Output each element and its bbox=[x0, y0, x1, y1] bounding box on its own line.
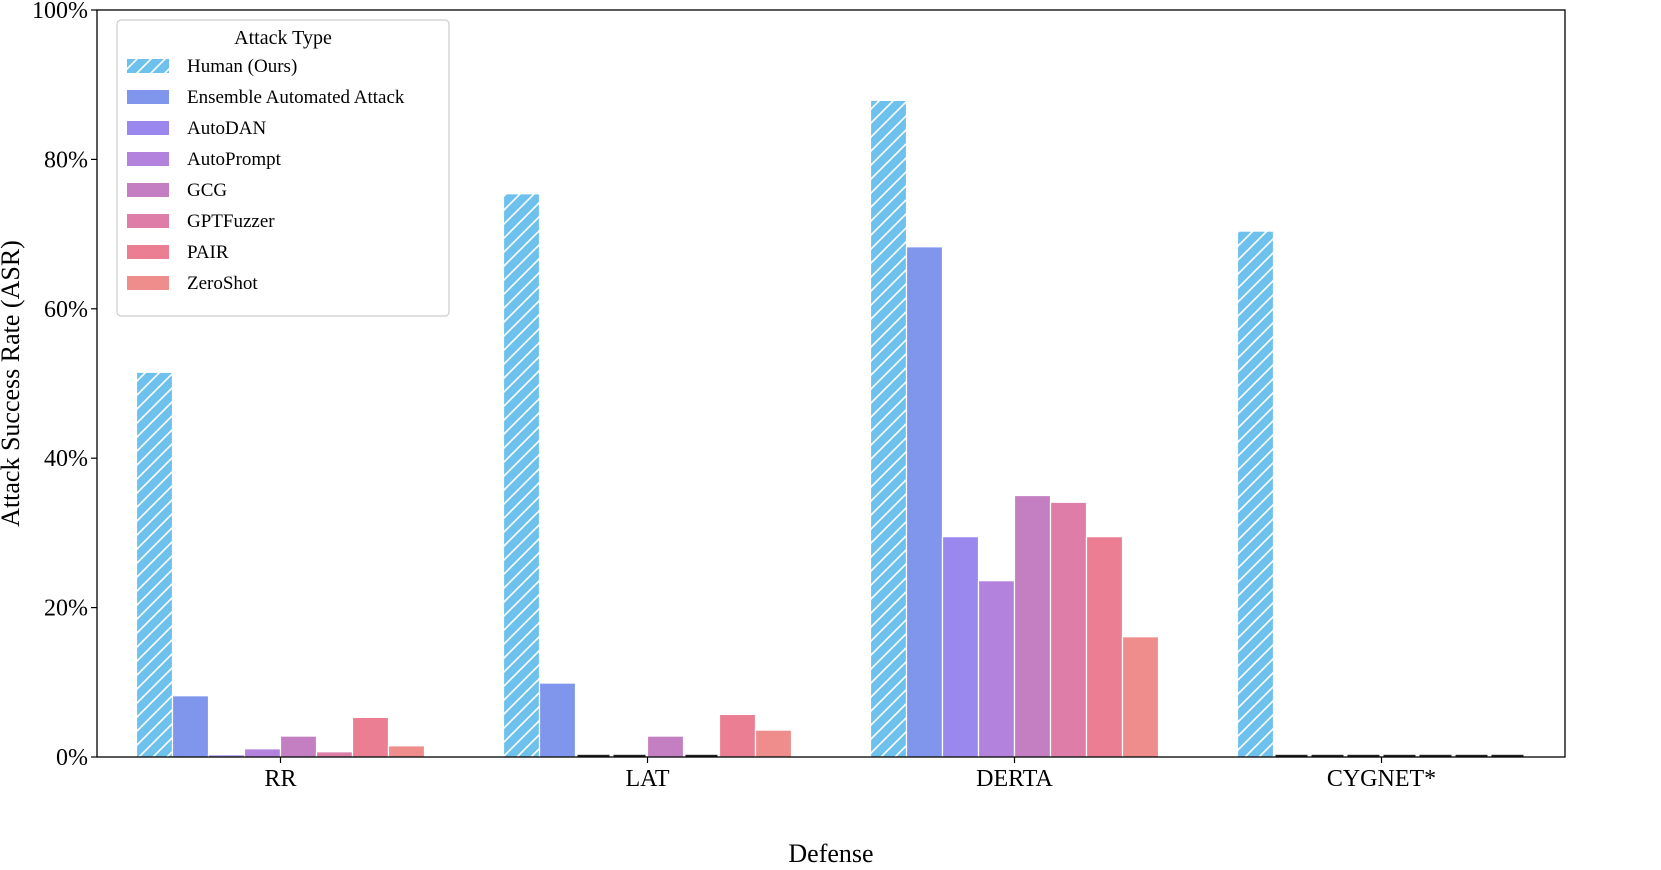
bar-rr-7 bbox=[387, 745, 426, 758]
legend-swatch bbox=[127, 152, 169, 166]
x-axis-title: Defense bbox=[788, 839, 873, 868]
bar-derta-2 bbox=[941, 536, 980, 758]
y-tick-label: 100% bbox=[32, 0, 88, 24]
legend-label: Ensemble Automated Attack bbox=[187, 87, 405, 108]
x-tick-label: RR bbox=[264, 766, 296, 792]
legend-swatch bbox=[127, 214, 169, 228]
bar-lat-1 bbox=[538, 682, 577, 758]
bar-cygnet-4 bbox=[1383, 754, 1416, 757]
y-tick-label: 80% bbox=[44, 147, 88, 173]
legend-label: ZeroShot bbox=[187, 273, 258, 294]
bar-cygnet-7 bbox=[1491, 754, 1524, 757]
legend-swatch bbox=[127, 276, 169, 290]
legend-swatch bbox=[127, 121, 169, 135]
legend-label: AutoDAN bbox=[187, 118, 266, 139]
legend-box bbox=[116, 19, 450, 317]
bar-derta-1 bbox=[905, 246, 944, 758]
legend-label: GCG bbox=[187, 180, 227, 201]
legend-swatch bbox=[127, 90, 169, 104]
y-tick-label: 0% bbox=[56, 745, 88, 771]
bar-lat-7 bbox=[754, 729, 793, 758]
bar-cygnet-6 bbox=[1455, 754, 1488, 757]
legend-swatch-hatch bbox=[127, 59, 169, 73]
axis-layer: 0% 20% 40% 60% 80% 100% RR LAT DERTA CYGNET* bbox=[32, 0, 1436, 792]
bar-derta-7 bbox=[1121, 636, 1160, 758]
bar-cygnet-1 bbox=[1275, 754, 1308, 757]
legend: Attack Type Human (Ours) Ensemble Automat… bbox=[116, 19, 450, 317]
bar-derta-3 bbox=[977, 580, 1016, 758]
bar-cygnet-2 bbox=[1311, 754, 1344, 757]
x-tick-label: DERTA bbox=[976, 766, 1053, 792]
legend-swatch bbox=[127, 183, 169, 197]
bar-cygnet-3 bbox=[1347, 754, 1380, 757]
bar-derta-5 bbox=[1049, 501, 1088, 758]
bars-layer bbox=[135, 99, 1524, 758]
bar-lat-2 bbox=[577, 754, 610, 757]
bar-rr-5 bbox=[315, 751, 354, 758]
y-tick-label: 60% bbox=[44, 297, 88, 323]
bar-rr-3 bbox=[243, 748, 282, 758]
bar-hatch-cygnet bbox=[1237, 231, 1274, 757]
x-tick-label: CYGNET* bbox=[1327, 766, 1436, 792]
bar-rr-1 bbox=[171, 695, 210, 758]
bar-rr-6 bbox=[351, 716, 390, 758]
bar-lat-4 bbox=[646, 735, 685, 758]
bar-lat-3 bbox=[613, 754, 646, 757]
legend-items: Human (Ours) Ensemble Automated Attack Aut… bbox=[127, 56, 405, 294]
bar-derta-6 bbox=[1085, 536, 1124, 758]
plot-frame bbox=[96, 9, 1566, 758]
legend-title: Attack Type bbox=[234, 27, 332, 49]
y-tick-label: 20% bbox=[44, 596, 88, 622]
x-tick-label: LAT bbox=[626, 766, 670, 792]
y-tick-label: 40% bbox=[44, 446, 88, 472]
bar-cygnet-5 bbox=[1419, 754, 1452, 757]
legend-label: PAIR bbox=[187, 242, 229, 263]
bar-derta-4 bbox=[1013, 494, 1052, 758]
y-axis-title: Attack Success Rate (ASR) bbox=[0, 240, 25, 527]
legend-swatch bbox=[127, 245, 169, 259]
bar-lat-5 bbox=[685, 754, 718, 757]
bar-hatch-lat bbox=[503, 193, 540, 758]
bar-hatch-rr bbox=[136, 372, 173, 757]
legend-label: AutoPrompt bbox=[187, 149, 282, 170]
legend-label: Human (Ours) bbox=[187, 56, 297, 77]
bar-rr-4 bbox=[279, 735, 318, 758]
legend-label: GPTFuzzer bbox=[187, 211, 275, 232]
bar-hatch-derta bbox=[870, 100, 907, 757]
bar-lat-6 bbox=[718, 713, 757, 758]
